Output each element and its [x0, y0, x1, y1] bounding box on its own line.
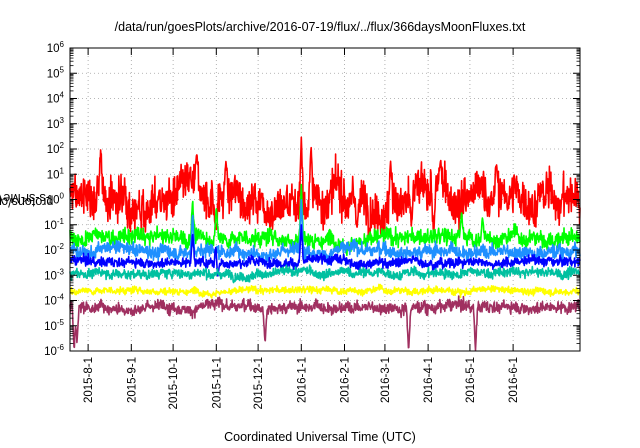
- y-tick-label: 103: [47, 116, 65, 131]
- series-layer: [69, 136, 581, 352]
- x-tick-label: 2016-1-1: [296, 357, 308, 403]
- y-tick-label: 10-3: [44, 267, 64, 282]
- x-tick-label: 2015-12-1: [253, 357, 265, 409]
- y-tick-label: 10-5: [44, 318, 64, 333]
- x-tick-label: 2016-5-1: [465, 357, 477, 403]
- series-line-0: [69, 136, 581, 240]
- y-tick-label: 100: [47, 192, 65, 207]
- series-line-2: [69, 199, 581, 266]
- y-tick-label: 104: [47, 91, 65, 106]
- x-tick-labels: 2015-8-1 2015-9-1 2015-10-1 2015-11-1 2015-1…: [83, 357, 520, 409]
- x-tick-label: 2016-4-1: [423, 357, 435, 403]
- y-tick-label: 106: [47, 40, 65, 55]
- axis-ticks: [70, 47, 580, 352]
- x-tick-label: 2015-9-1: [126, 357, 138, 403]
- x-tick-label: 2016-3-1: [380, 357, 392, 403]
- chart-title: /data/run/goesPlots/archive/2016-07-19/f…: [114, 20, 526, 34]
- series-line-6: [69, 295, 581, 352]
- x-tick-label: 2015-8-1: [83, 357, 95, 403]
- x-tick-label: 2016-6-1: [508, 357, 520, 403]
- y-tick-label: 105: [47, 65, 65, 80]
- grid-lines: [70, 48, 580, 351]
- series-line-4: [69, 264, 581, 284]
- y-tick-labels: 106 105 104 103 102 101 100 10-1 10-2 10-3 10-4 10-…: [44, 40, 64, 358]
- x-axis-label: Coordinated Universal Time (UTC): [224, 430, 416, 444]
- y-tick-label: 10-6: [44, 343, 64, 358]
- series-line-3: [69, 224, 581, 277]
- y-tick-label: 101: [47, 166, 65, 181]
- y-tick-label: 10-1: [44, 217, 64, 232]
- x-tick-label: 2016-2-1: [340, 357, 352, 403]
- series-line-1: [69, 183, 581, 257]
- y-tick-label: 102: [47, 141, 65, 156]
- x-tick-label: 2015-10-1: [168, 357, 180, 409]
- x-tick-label: 2015-11-1: [211, 357, 223, 409]
- y-tick-label: 10-4: [44, 293, 64, 308]
- y-tick-label: 10-2: [44, 242, 64, 257]
- series-line-5: [69, 283, 581, 299]
